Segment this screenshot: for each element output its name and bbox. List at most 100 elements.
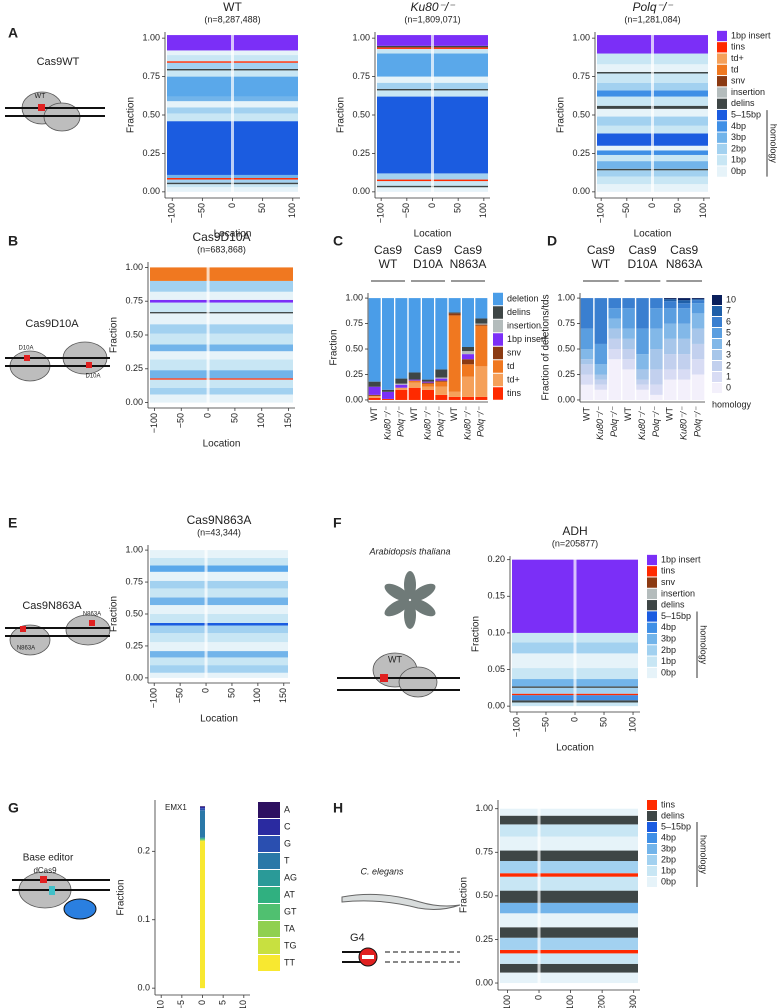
band [500, 890, 638, 903]
y-tick-label: 0.50 [125, 608, 143, 618]
bar-segment [422, 381, 434, 383]
legend-swatch [647, 844, 657, 854]
legend-swatch [712, 306, 722, 316]
legend-label: 0bp [661, 876, 676, 886]
chart-title: Ku80⁻/⁻ [410, 0, 456, 14]
legend-label: 7 [726, 305, 731, 315]
center-gap [651, 32, 654, 198]
bar-segment [382, 389, 394, 392]
y-tick-label: 0.00 [557, 394, 575, 404]
bar-segment [200, 839, 205, 840]
panel-letter: F [333, 515, 342, 531]
y-tick-label: 0.00 [345, 394, 363, 404]
bar-segment [636, 328, 649, 355]
bar-segment [608, 308, 621, 319]
x-axis-label: Location [214, 229, 252, 240]
group-label: Cas9 [414, 243, 442, 257]
x-tick-label: −100 [149, 413, 159, 433]
diagram-g: Base editor dCas9 [12, 853, 110, 920]
legend-swatch [647, 800, 657, 810]
x-tick-label: −50 [621, 203, 631, 218]
bar-segment [408, 380, 421, 383]
legend-label: tins [661, 799, 676, 809]
bar-segment [580, 328, 594, 350]
y-axis-label: Fraction [109, 317, 120, 353]
legend-label: deletion [507, 293, 539, 303]
x-tick-label: WT [409, 407, 419, 421]
y-axis-label: Fraction [556, 97, 567, 133]
band [150, 394, 293, 403]
bar-segment [622, 328, 635, 339]
diagram-e: Cas9N863A N863A N863A [5, 600, 111, 656]
x-tick-label: −100 [511, 717, 521, 737]
bar-segment [200, 806, 205, 809]
x-tick-label: −50 [176, 413, 186, 428]
panel-letter: A [8, 25, 18, 41]
legend-label: GT [284, 906, 297, 916]
chart-subtitle: (n=683,868) [197, 244, 246, 254]
x-tick-label: 5 [218, 1000, 228, 1005]
legend-label: 0bp [661, 667, 676, 677]
legend-label: 1bp [661, 656, 676, 666]
cut-site [20, 626, 26, 632]
legend-label: delins [661, 810, 685, 820]
legend-label: TA [284, 923, 295, 933]
legend-swatch [258, 836, 280, 852]
band [500, 836, 638, 851]
x-tick-label: 0 [569, 717, 579, 722]
bar-segment [608, 359, 621, 400]
bar-segment [664, 299, 677, 302]
x-tick-label: −100 [167, 203, 177, 223]
legend-label: 3 [726, 349, 731, 359]
center-gap [431, 32, 434, 198]
x-tick-label: 100 [698, 203, 708, 218]
chart-subtitle: (n=1,281,084) [624, 14, 680, 24]
band [500, 850, 638, 862]
bar-segment [448, 312, 461, 314]
diagram-b: Cas9D10A D10A D10A [5, 318, 110, 382]
bar-segment [677, 308, 691, 324]
bar-segment [475, 396, 488, 400]
diagram-label: G4 [350, 932, 365, 944]
legend-swatch [647, 822, 657, 832]
legend-swatch [717, 87, 727, 98]
bar-segment [622, 308, 635, 329]
bar-segment [368, 298, 381, 382]
legend-swatch [717, 76, 727, 87]
legend-swatch [717, 143, 727, 155]
x-axis-label: Location [203, 439, 241, 450]
bar-segment [435, 369, 448, 378]
y-tick-label: 0.75 [125, 296, 143, 306]
protein-shape [9, 624, 51, 656]
band [150, 387, 293, 395]
band [500, 953, 638, 964]
bar-segment [622, 298, 635, 309]
x-tick-label: 0 [200, 688, 210, 693]
bar-segment [382, 391, 394, 399]
legend-label: tins [507, 388, 522, 398]
legend-label: 3bp [731, 132, 746, 142]
y-tick-label: 0.25 [475, 934, 493, 944]
bar-segment [462, 359, 474, 365]
diagram-label: D10A [18, 346, 33, 352]
chart-subtitle: (n=1,809,071) [404, 14, 460, 24]
band [150, 597, 288, 606]
band [150, 672, 288, 678]
x-tick-label: Ku80⁻/⁻ [462, 406, 472, 440]
y-tick-label: 1.00 [125, 262, 143, 272]
legend-label: 4bp [661, 622, 676, 632]
band [150, 333, 293, 345]
legend-swatch [647, 611, 657, 622]
x-tick-label: WT [665, 407, 675, 421]
bar-segment [448, 315, 461, 392]
group-label: WT [379, 257, 398, 271]
bar-segment [435, 386, 448, 395]
bar-segment [622, 359, 635, 370]
y-axis-label: Fraction [126, 97, 137, 133]
band [150, 267, 293, 281]
diagram-h: C. elegans G4 [341, 866, 461, 967]
deaminase [63, 898, 97, 920]
x-tick-label: Polq⁻/⁻ [396, 406, 406, 437]
bar-segment [677, 300, 691, 304]
center-gap [231, 32, 234, 198]
